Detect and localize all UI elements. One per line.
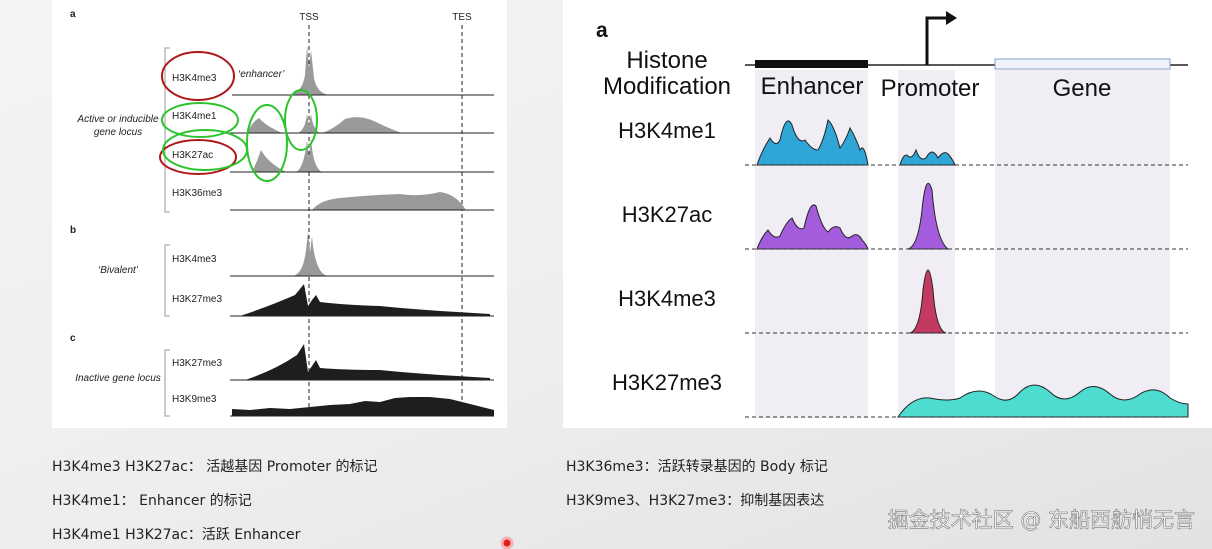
header-line: Modification bbox=[603, 73, 731, 100]
signal-peak bbox=[897, 384, 1189, 418]
annotation-circle bbox=[161, 102, 239, 138]
signal-peak bbox=[292, 232, 328, 276]
note-line: H3K4me3 H3K27ac： 活越基因 Promoter 的标记 bbox=[52, 458, 377, 475]
region-label: Enhancer bbox=[761, 73, 864, 100]
signal-peak bbox=[232, 397, 494, 416]
annotation-circle bbox=[284, 89, 318, 151]
tss-arrowhead bbox=[946, 11, 957, 25]
track-label: H3K27me3 bbox=[172, 294, 222, 305]
group-bracket bbox=[164, 47, 170, 213]
group-bracket bbox=[164, 349, 170, 417]
track-label: H3K27me3 bbox=[612, 370, 722, 395]
signal-peak bbox=[240, 284, 490, 316]
annotation-circle bbox=[246, 104, 288, 182]
enhancer-note: ‘enhancer’ bbox=[238, 69, 285, 80]
panel-label: b bbox=[70, 225, 76, 236]
region-label: Gene bbox=[1053, 75, 1112, 102]
group-label: Inactive gene locus bbox=[75, 373, 161, 384]
annotation-circle bbox=[161, 51, 235, 101]
gene-box bbox=[994, 58, 1171, 70]
note-line: H3K9me3、H3K27me3：抑制基因表达 bbox=[566, 492, 824, 509]
tss-arrow bbox=[925, 16, 948, 65]
signal-peak bbox=[312, 192, 466, 210]
group-bracket bbox=[164, 244, 170, 317]
signal-peak bbox=[909, 269, 947, 334]
annotation-circle bbox=[159, 139, 237, 175]
signal-peak bbox=[296, 138, 322, 172]
signal-peak bbox=[288, 46, 330, 95]
signal-peak bbox=[247, 118, 282, 133]
track-label: H3K4me1 bbox=[172, 111, 217, 122]
track-label: H3K4me3 bbox=[172, 254, 217, 265]
note-line: H3K4me1： Enhancer 的标记 bbox=[52, 493, 252, 509]
group-label: gene locus bbox=[94, 127, 142, 138]
region-shade bbox=[995, 70, 1170, 418]
track-label: H3K4me1 bbox=[618, 118, 716, 143]
panel-label: a bbox=[596, 19, 608, 42]
track-label: H3K9me3 bbox=[172, 394, 217, 405]
signal-peak bbox=[298, 114, 320, 133]
enhancer-bar bbox=[755, 60, 868, 68]
signal-peak bbox=[322, 117, 402, 133]
track-label: H3K27ac bbox=[172, 150, 213, 161]
track-label: H3K27me3 bbox=[172, 358, 222, 369]
tss-label: TSS bbox=[299, 12, 319, 23]
signal-peak bbox=[245, 344, 490, 380]
track-label: H3K4me3 bbox=[618, 286, 716, 311]
pointer-dot bbox=[500, 536, 514, 549]
note-line: H3K4me1 H3K27ac：活跃 Enhancer bbox=[52, 527, 301, 543]
tes-label: TES bbox=[452, 12, 472, 23]
watermark: 掘金技术社区 @ 东船西舫悄无言 bbox=[888, 508, 1195, 532]
signal-peak bbox=[756, 204, 869, 250]
group-label: ‘Bivalent’ bbox=[98, 265, 139, 276]
note-line: H3K36me3：活跃转录基因的 Body 标记 bbox=[566, 458, 828, 475]
group-label: Active or inducible bbox=[76, 114, 159, 125]
header-line: Histone bbox=[626, 47, 707, 74]
panel-label: a bbox=[70, 9, 76, 20]
left-figure-panel bbox=[52, 0, 507, 428]
panel-label: c bbox=[70, 333, 76, 344]
signal-peak bbox=[756, 119, 869, 166]
signal-peak bbox=[899, 148, 956, 166]
signal-peak bbox=[907, 182, 950, 250]
track-label: H3K36me3 bbox=[172, 188, 222, 199]
track-label: H3K27ac bbox=[622, 202, 713, 227]
signal-peak bbox=[252, 150, 286, 172]
region-label: Promoter bbox=[881, 75, 980, 102]
track-label: H3K4me3 bbox=[172, 73, 217, 84]
